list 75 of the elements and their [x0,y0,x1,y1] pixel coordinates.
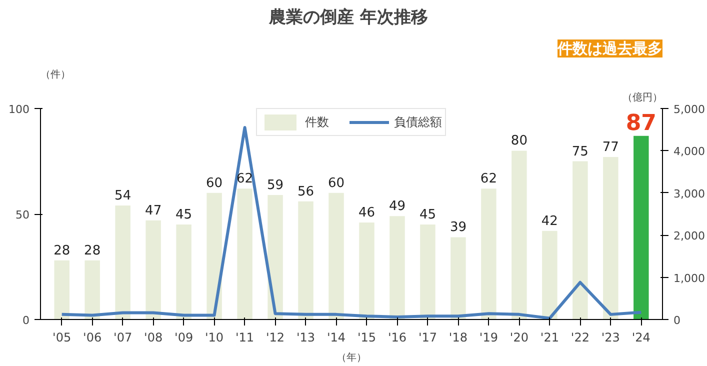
data-label: 59 [267,178,284,194]
data-label: 28 [54,243,70,258]
x-tick-label: '09 [174,330,194,344]
y-tick-label: 50 [16,208,30,222]
data-label: 77 [602,140,619,156]
text: 件数は過去最多 [556,40,662,58]
bar [512,150,527,320]
bar [268,195,283,320]
bar [54,260,70,320]
x-tick-label: '05 [52,330,72,344]
y-axis-title: （件） [40,70,70,80]
y2-axis-title: （億円） [622,92,662,104]
data-label: 80 [510,134,528,149]
x-tick-label: '14 [326,330,346,344]
data-label: 47 [145,203,162,218]
x-tick-label: '20 [510,330,528,344]
data-label: 56 [297,184,314,200]
data-label: 46 [358,205,376,220]
bar [481,188,496,320]
data-label: 49 [388,199,406,214]
y2-tick-label: 3,000 [674,187,705,200]
x-tick-label: '22 [570,330,590,344]
bar [176,224,192,320]
bar [390,216,405,320]
x-tick-label: '06 [83,330,102,344]
data-label: 42 [541,214,558,229]
data-label: 45 [419,208,436,223]
legend-label: 件数 [305,114,329,130]
x-tick-label: '08 [144,330,163,344]
data-label: 87 [626,110,656,136]
legend-label: 負債総額 [394,114,442,130]
x-tick-label: '17 [418,330,438,344]
bar [298,201,314,320]
bar [603,157,618,320]
bar [84,260,100,320]
data-label: 62 [480,172,497,187]
x-tick-label: '16 [388,330,407,344]
bar [328,192,344,320]
data-label: 54 [114,188,132,204]
y2-tick-label: 2,000 [674,230,705,243]
x-tick-label: '21 [540,330,559,344]
y2-tick-label: 0 [674,314,680,327]
x-axis-title: （年） [336,352,366,364]
bar [115,206,130,320]
x-tick-label: '19 [479,330,498,344]
bar [542,230,558,320]
bar [146,220,161,320]
bar [359,222,374,320]
x-tick-label: '18 [448,330,468,344]
bar [420,224,436,320]
y-tick-label: 0 [22,314,30,327]
x-tick-label: '15 [357,330,376,344]
y2-tick-label: 1,000 [674,272,705,285]
x-tick-label: '11 [236,330,254,344]
data-label: 28 [84,243,101,258]
bar [572,161,588,320]
data-label: 60 [206,176,223,191]
y2-tick-label: 4,000 [674,145,705,158]
data-label: 39 [450,220,466,236]
x-tick-label: '07 [114,330,132,344]
x-tick-label: '24 [632,330,650,344]
x-tick-label: '12 [266,330,285,344]
y2-tick-label: 5,000 [674,103,705,116]
y-tick-label: 100 [8,103,30,116]
x-tick-label: '23 [601,330,620,344]
x-tick-label: '10 [205,330,224,344]
data-label: 45 [176,208,192,223]
x-tick-label: '13 [296,330,316,344]
data-label: 75 [572,144,588,160]
bar [450,237,466,320]
bar [206,192,222,320]
chart-title: 農業の倒産 年次推移 [268,8,428,28]
bar [634,136,649,320]
data-label: 60 [328,176,345,191]
bar [237,188,252,320]
